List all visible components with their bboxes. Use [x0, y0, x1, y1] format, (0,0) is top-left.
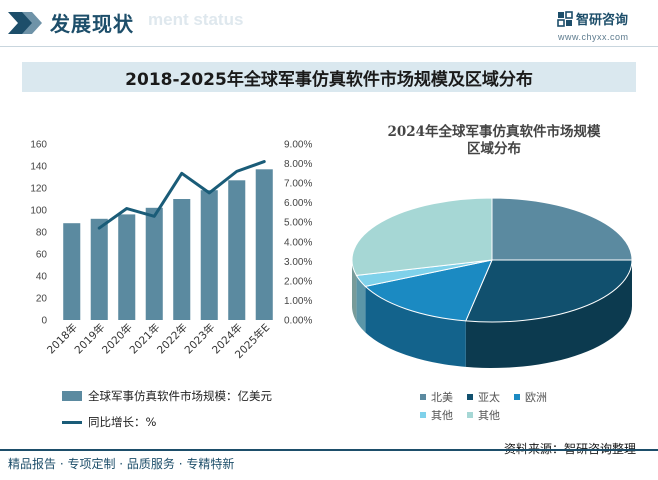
legend-bar-swatch: [62, 391, 82, 401]
bar: [118, 214, 136, 320]
y-right-tick-label: 4.00%: [284, 237, 312, 248]
pie-title-line: 2024年全球军事仿真软件市场规模: [387, 124, 601, 140]
pie-legend: 北美 亚太 欧洲 其他 其他: [420, 388, 620, 424]
growth-line: [97, 160, 266, 230]
brand-icon: [557, 10, 573, 27]
pie-slice: [465, 259, 633, 323]
pie-legend-label: 欧洲: [525, 391, 547, 404]
y-right-tick-label: 7.00%: [284, 179, 312, 190]
bar: [255, 169, 273, 320]
pie-legend-swatch: [467, 394, 473, 400]
pie-legend-label: 北美: [431, 391, 453, 404]
footer-divider: [0, 449, 658, 451]
legend-item-line: 同比增长：%: [62, 414, 272, 430]
y-left-tick-label: 80: [36, 228, 48, 239]
brand-name: 智研咨询: [576, 13, 629, 28]
y-left-tick-label: 40: [36, 272, 48, 283]
pie-title-line: 区域分布: [467, 141, 521, 157]
y-left-tick-label: 20: [36, 294, 48, 305]
y-right-tick-label: 8.00%: [284, 159, 312, 170]
pie-legend-swatch: [420, 394, 426, 400]
pie-slice-side: [356, 275, 366, 333]
chart-title-band: 2018-2025年全球军事仿真软件市场规模及区域分布: [22, 62, 636, 92]
y-right-tick-label: 2.00%: [284, 276, 312, 287]
pie-legend-swatch: [420, 412, 426, 418]
pie-legend-item: 欧洲: [514, 389, 547, 405]
combo-chart: 0 20 40 60 80 100 120 140 160 0.00% 1.00% 2.00% 3.00…: [30, 140, 312, 362]
y-right-tick-label: 5.00%: [284, 218, 312, 229]
pie-legend-item: 亚太: [467, 389, 500, 405]
bar: [200, 190, 218, 320]
y-left-tick-label: 140: [30, 162, 47, 173]
pie-legend-label: 亚太: [478, 391, 500, 404]
pie-legend-item: 其他: [420, 407, 453, 423]
pie-slice-side: [352, 260, 357, 322]
legend-line-label: 同比增长：%: [88, 415, 157, 429]
pie-legend-label: 其他: [431, 409, 453, 422]
y-right-tick-label: 1.00%: [284, 296, 312, 307]
y-left-tick-label: 0: [41, 316, 47, 327]
bar: [173, 199, 191, 320]
combo-legend: 全球军事仿真软件市场规模：亿美元 同比增长：%: [62, 388, 272, 440]
pie-slice-side: [465, 260, 632, 368]
pie-legend-label: 其他: [478, 409, 500, 422]
header: ment status 发展现状 智研咨询 www.chyxx.com: [0, 0, 658, 48]
y-left-tick-label: 120: [30, 184, 47, 195]
pie-legend-swatch: [467, 412, 473, 418]
bar: [90, 218, 108, 320]
y-right-tick-label: 9.00%: [284, 140, 312, 151]
bar: [63, 223, 81, 320]
pie-slice: [491, 197, 633, 261]
brand-logo[interactable]: 智研咨询: [557, 9, 628, 28]
legend-line-swatch: [62, 420, 82, 424]
pie-chart: [351, 197, 633, 368]
legend-item-bar: 全球军事仿真软件市场规模：亿美元: [62, 388, 272, 404]
header-ghost-text: ment status: [148, 10, 244, 29]
y-right-tick-label: 6.00%: [284, 198, 312, 209]
y-left-tick-label: 160: [30, 140, 47, 151]
brand-url[interactable]: www.chyxx.com: [558, 32, 629, 42]
pie-slice: [351, 197, 493, 276]
y-right-tick-label: 3.00%: [284, 257, 312, 268]
header-divider: [0, 46, 658, 47]
pie-slice: [364, 259, 493, 322]
page-title: 发展现状: [50, 12, 134, 36]
pie-legend-item: 其他: [467, 407, 500, 423]
y-left-tick-label: 60: [36, 250, 48, 261]
pie-slice-side: [365, 286, 466, 367]
y-left-tick-label: 100: [30, 206, 47, 217]
header-arrow-icon: [8, 12, 42, 34]
bar: [145, 207, 163, 320]
footer-tagline: 精品报告 · 专项定制 · 品质服务 · 专精特新: [8, 457, 235, 471]
bar: [228, 180, 246, 320]
legend-bar-label: 全球军事仿真软件市场规模：亿美元: [88, 389, 272, 403]
pie-legend-swatch: [514, 394, 520, 400]
chart-title: 2018-2025年全球军事仿真软件市场规模及区域分布: [125, 69, 533, 90]
pie-chart-title: 2024年全球军事仿真软件市场规模 区域分布: [355, 124, 633, 158]
pie-legend-item: 北美: [420, 389, 453, 405]
y-right-tick-label: 0.00%: [284, 316, 312, 327]
